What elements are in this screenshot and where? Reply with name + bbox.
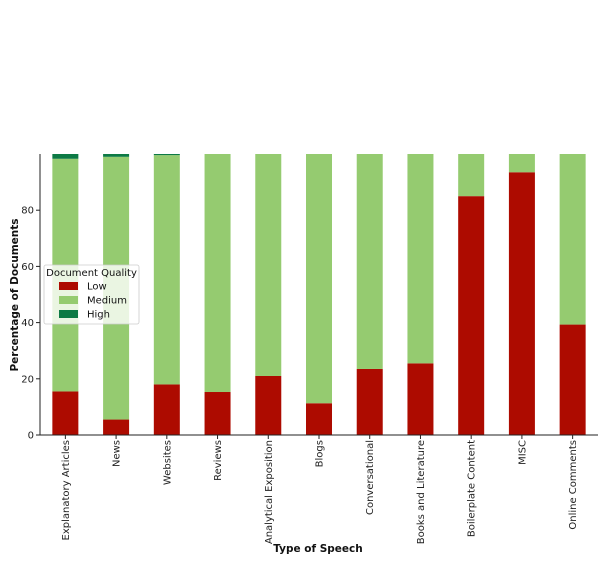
bar-high-1	[103, 154, 130, 157]
x-tick-label-2: Websites	[162, 440, 173, 485]
legend: Document Quality Low Medium High	[43, 264, 140, 325]
legend-label-low: Low	[87, 282, 107, 293]
bar-high-2	[153, 154, 180, 156]
y-tick-label-60: 60	[21, 262, 34, 273]
bars-group	[52, 154, 586, 435]
bar-medium-8	[458, 154, 485, 197]
x-tick-label-1: News	[112, 440, 123, 467]
legend-swatch-low	[59, 282, 78, 290]
bar-low-5	[306, 403, 332, 435]
x-tick-label-3: Reviews	[213, 440, 224, 481]
bar-medium-4	[255, 154, 282, 376]
legend-label-medium: Medium	[87, 296, 127, 307]
bar-low-4	[255, 375, 282, 435]
legend-swatch-high	[59, 310, 78, 318]
legend-label-high: High	[87, 310, 110, 321]
bar-low-8	[458, 196, 485, 435]
bar-low-6	[356, 368, 383, 435]
x-tick-label-4: Analytical Exposition	[264, 440, 275, 544]
bar-medium-2	[153, 155, 180, 385]
bar-medium-6	[356, 154, 383, 369]
bar-low-7	[407, 363, 434, 435]
y-tick-label-20: 20	[21, 374, 34, 385]
x-tick-label-7: Books and Literature	[416, 440, 427, 544]
bar-medium-7	[407, 154, 434, 364]
bar-low-0	[52, 391, 79, 435]
x-tick-label-10: Online Comments	[568, 440, 579, 530]
legend-frame	[43, 264, 140, 325]
legend-items: Low Medium High	[59, 282, 127, 321]
bar-low-9	[508, 172, 535, 435]
x-tick-label-5: Blogs	[315, 440, 326, 467]
bar-low-3	[204, 392, 231, 435]
y-axis-title: Percentage of Documents	[9, 218, 21, 371]
x-tick-label-8: Boilerplate Content	[467, 440, 478, 537]
bar-medium-10	[559, 154, 586, 325]
bar-medium-3	[204, 154, 231, 393]
bar-low-1	[103, 419, 130, 435]
y-tick-labels: 0 20 40 60 80	[21, 206, 40, 442]
x-axis-title: Type of Speech	[273, 543, 363, 555]
y-tick-label-80: 80	[21, 206, 34, 217]
x-tick-label-9: MISC	[517, 440, 528, 465]
y-tick-label-40: 40	[21, 318, 34, 329]
x-tick-labels: Explanatory Articles News Websites Reviews A…	[61, 435, 579, 544]
x-tick-label-0: Explanatory Articles	[61, 440, 72, 541]
legend-swatch-medium	[59, 296, 78, 304]
bar-medium-9	[508, 154, 535, 173]
bar-high-0	[52, 154, 79, 159]
bar-low-10	[559, 324, 586, 435]
legend-title: Document Quality	[46, 268, 137, 279]
bar-low-2	[153, 384, 180, 435]
x-tick-label-6: Conversational	[365, 440, 376, 515]
bar-medium-5	[306, 154, 332, 404]
y-tick-label-0: 0	[28, 431, 34, 442]
